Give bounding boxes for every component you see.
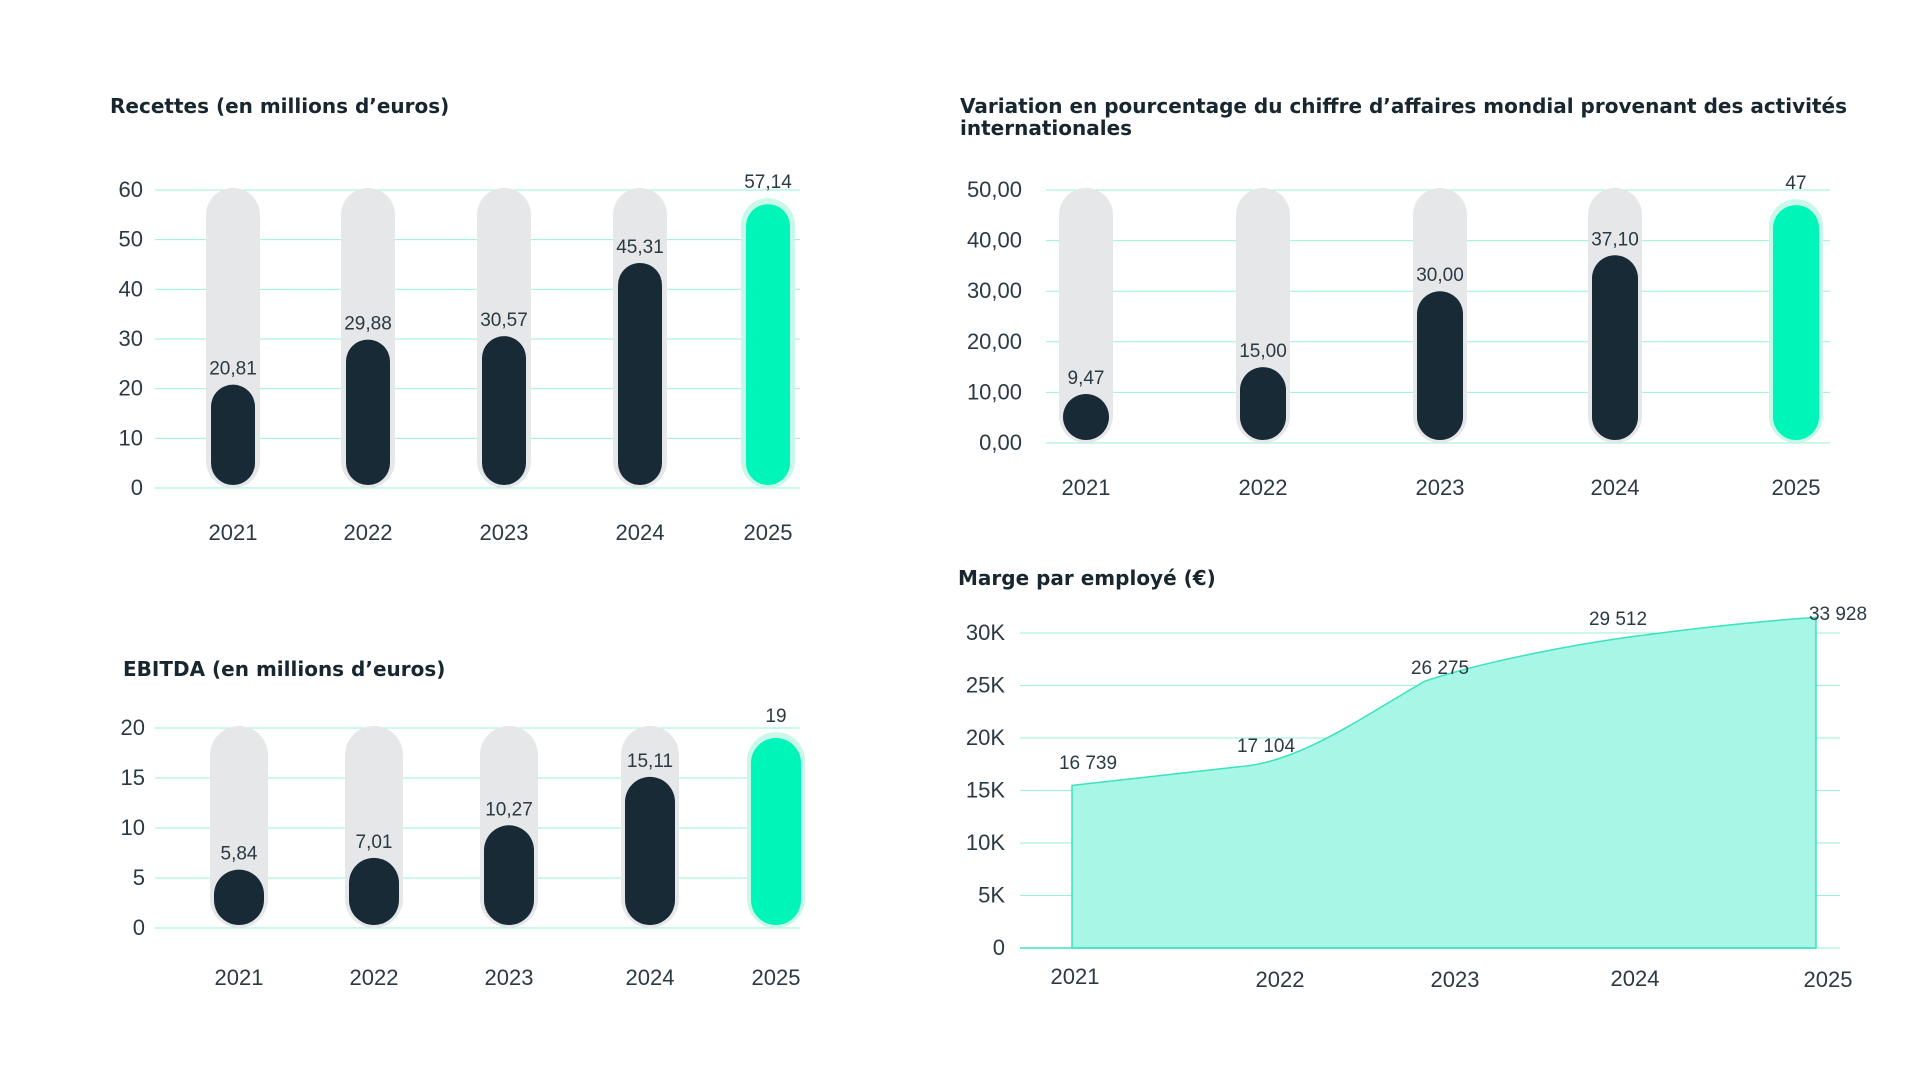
data-label: 16 739 — [1059, 753, 1117, 774]
y-tick-label: 0,00 — [979, 430, 1022, 455]
data-label: 26 275 — [1411, 658, 1469, 679]
x-tick-label: 2025 — [752, 965, 801, 990]
y-tick-label: 10K — [966, 830, 1005, 855]
y-tick-label: 30K — [966, 620, 1005, 645]
bar — [746, 204, 790, 486]
y-tick-label: 10,00 — [967, 379, 1022, 404]
data-label: 5,84 — [221, 844, 258, 865]
bar — [618, 262, 662, 485]
y-tick-label: 40 — [119, 276, 143, 301]
x-tick-label: 2022 — [1256, 967, 1305, 992]
bar — [484, 825, 534, 925]
bar — [346, 339, 390, 485]
x-tick-label: 2024 — [1591, 475, 1640, 500]
international-share-chart: Variation en pourcentage du chiffre d’af… — [960, 0, 1920, 560]
data-label: 9,47 — [1068, 368, 1105, 389]
data-label: 47 — [1785, 173, 1806, 194]
ebitda-chart: EBITDA (en millions d’euros) 0 5 10 15 20 5,8… — [0, 560, 960, 1080]
y-tick-label: 5K — [978, 883, 1005, 908]
x-tick-label: 2023 — [1431, 967, 1480, 992]
data-label: 19 — [765, 706, 786, 727]
y-tick-label: 30,00 — [967, 278, 1022, 303]
x-tick-label: 2023 — [485, 965, 534, 990]
bar — [751, 738, 801, 925]
x-tick-label: 2021 — [1062, 475, 1111, 500]
y-tick-label: 40,00 — [967, 228, 1022, 253]
y-tick-label: 10 — [119, 425, 143, 450]
x-tick-label: 2021 — [1051, 964, 1100, 989]
bar — [214, 869, 264, 925]
y-tick-label: 0 — [131, 475, 143, 500]
bar — [349, 857, 399, 925]
data-label: 15,11 — [627, 751, 673, 772]
data-label: 29,88 — [344, 314, 392, 335]
margin-per-employee-chart-plot: 0 5K 10K 15K 20K 25K 30K 16 739 17 104 26 275 29 5… — [966, 604, 1867, 992]
data-label: 37,10 — [1591, 229, 1639, 250]
ebitda-chart-plot: 0 5 10 15 20 5,84 2021 7,01 2022 10,27 2023 15,11 20… — [121, 706, 805, 990]
y-tick-label: 25K — [966, 673, 1005, 698]
data-label: 17 104 — [1237, 736, 1296, 757]
bar — [1592, 255, 1638, 440]
bar — [211, 384, 255, 485]
y-tick-label: 10 — [121, 815, 145, 840]
data-label: 29 512 — [1589, 609, 1647, 630]
x-tick-label: 2024 — [626, 965, 675, 990]
x-tick-label: 2023 — [480, 520, 529, 545]
data-label: 30,00 — [1416, 265, 1464, 286]
y-tick-label: 50,00 — [967, 177, 1022, 202]
margin-per-employee-chart: Marge par employé (€) 0 5K 10K 15K 20K 25K 30K… — [958, 560, 1920, 1080]
y-tick-label: 0 — [133, 915, 145, 940]
bar — [1240, 367, 1286, 440]
x-tick-label: 2024 — [1611, 966, 1660, 991]
y-tick-label: 20 — [119, 376, 143, 401]
data-label: 10,27 — [485, 799, 533, 820]
x-tick-label: 2025 — [744, 520, 793, 545]
y-tick-label: 15 — [121, 765, 145, 790]
y-tick-label: 30 — [119, 326, 143, 351]
x-tick-label: 2024 — [616, 520, 665, 545]
revenue-chart-plot: 0 10 20 30 40 50 60 20,81 2021 29,88 2022 30,57 2023… — [119, 172, 800, 545]
x-tick-label: 2021 — [215, 965, 264, 990]
bar — [482, 336, 526, 485]
data-label: 57,14 — [744, 172, 792, 193]
bar — [1063, 394, 1109, 440]
x-tick-label: 2021 — [209, 520, 258, 545]
x-tick-label: 2023 — [1416, 475, 1465, 500]
y-tick-label: 15K — [966, 778, 1005, 803]
ebitda-chart-title: EBITDA (en millions d’euros) — [123, 657, 446, 681]
bar — [625, 776, 675, 925]
x-tick-label: 2025 — [1804, 967, 1853, 992]
international-share-chart-title: Variation en pourcentage du chiffre d’af… — [960, 94, 1848, 140]
margin-per-employee-chart-title: Marge par employé (€) — [958, 566, 1216, 590]
revenue-chart: Recettes (en millions d’euros) 0 10 20 30 40… — [0, 0, 960, 560]
bar — [1417, 291, 1463, 440]
data-label: 20,81 — [209, 359, 257, 380]
y-tick-label: 20K — [966, 725, 1005, 750]
revenue-chart-title: Recettes (en millions d’euros) — [110, 94, 450, 118]
y-tick-label: 5 — [133, 865, 145, 890]
data-label: 30,57 — [480, 310, 528, 331]
international-share-chart-plot: 0,00 10,00 20,00 30,00 40,00 50,00 9,47 2021 15,… — [967, 173, 1830, 500]
x-tick-label: 2025 — [1772, 475, 1821, 500]
data-label: 7,01 — [356, 832, 393, 853]
y-tick-label: 60 — [119, 177, 143, 202]
x-tick-label: 2022 — [344, 520, 393, 545]
y-tick-label: 50 — [119, 227, 143, 252]
bar — [1773, 205, 1819, 440]
bar-track — [1059, 188, 1113, 443]
data-label: 33 928 — [1809, 604, 1867, 625]
data-label: 15,00 — [1239, 341, 1287, 362]
area-series — [1071, 616, 1817, 949]
y-tick-label: 20,00 — [967, 329, 1022, 354]
y-tick-label: 20 — [121, 715, 145, 740]
data-label: 45,31 — [616, 237, 664, 258]
x-tick-label: 2022 — [350, 965, 399, 990]
y-tick-label: 0 — [993, 935, 1005, 960]
x-tick-label: 2022 — [1239, 475, 1288, 500]
